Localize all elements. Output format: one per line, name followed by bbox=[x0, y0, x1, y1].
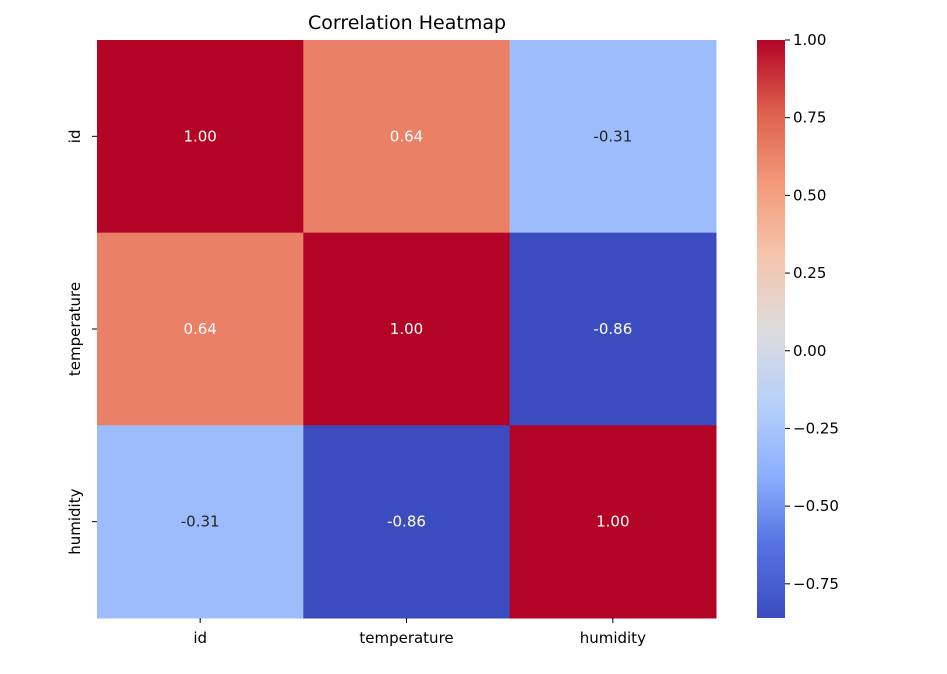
heatmap-cell-label: 1.00 bbox=[596, 513, 629, 531]
heatmap-cell-label: 0.64 bbox=[183, 320, 216, 338]
heatmap-cell-label: -0.86 bbox=[593, 320, 632, 338]
colorbar: 1.00 0.75 0.50 0.25 0.00 −0.25 −0.50 −0.75 bbox=[757, 31, 839, 618]
heatmap-cell bbox=[303, 232, 511, 426]
heatmap-cell-label: 0.64 bbox=[390, 127, 423, 145]
x-tick-label: humidity bbox=[580, 629, 646, 647]
heatmap-cell-labels: 1.00 0.64 -0.31 0.64 1.00 -0.86 -0.31 -0.86 1.00 bbox=[181, 127, 632, 530]
colorbar-tick-label: 1.00 bbox=[793, 31, 826, 49]
colorbar-tick-label: −0.50 bbox=[793, 497, 839, 515]
x-tick-label: id bbox=[193, 629, 207, 647]
heatmap-cell bbox=[509, 40, 717, 234]
heatmap-cells bbox=[97, 40, 717, 619]
y-tick-label: humidity bbox=[66, 488, 84, 554]
colorbar-ticks: 1.00 0.75 0.50 0.25 0.00 −0.25 −0.50 −0.75 bbox=[785, 31, 839, 593]
heatmap-cell bbox=[509, 425, 717, 619]
x-tick-label: temperature bbox=[359, 629, 453, 647]
heatmap-cell bbox=[303, 40, 511, 234]
x-axis: id temperature humidity bbox=[193, 618, 646, 647]
y-tick-label: temperature bbox=[66, 282, 84, 376]
colorbar-tick-label: 0.25 bbox=[793, 264, 826, 282]
heatmap-cell bbox=[97, 425, 304, 619]
colorbar-tick-label: 0.00 bbox=[793, 342, 826, 360]
heatmap-cell bbox=[303, 425, 511, 619]
heatmap-cell bbox=[97, 232, 304, 426]
y-axis: id temperature humidity bbox=[66, 129, 97, 555]
colorbar-gradient bbox=[757, 40, 785, 618]
heatmap-cell-label: -0.31 bbox=[181, 513, 220, 531]
heatmap-cell-label: -0.86 bbox=[387, 513, 426, 531]
colorbar-tick-label: 0.75 bbox=[793, 109, 826, 127]
heatmap-cell bbox=[97, 40, 304, 234]
heatmap-cell-label: 1.00 bbox=[390, 320, 423, 338]
chart-title: Correlation Heatmap bbox=[308, 12, 506, 34]
colorbar-tick-label: −0.25 bbox=[793, 419, 839, 437]
y-tick-label: id bbox=[66, 129, 84, 143]
heatmap-cell-label: 1.00 bbox=[183, 127, 216, 145]
heatmap-cell bbox=[509, 232, 717, 426]
heatmap-cell-label: -0.31 bbox=[593, 127, 632, 145]
colorbar-tick-label: −0.75 bbox=[793, 575, 839, 593]
colorbar-tick-label: 0.50 bbox=[793, 186, 826, 204]
